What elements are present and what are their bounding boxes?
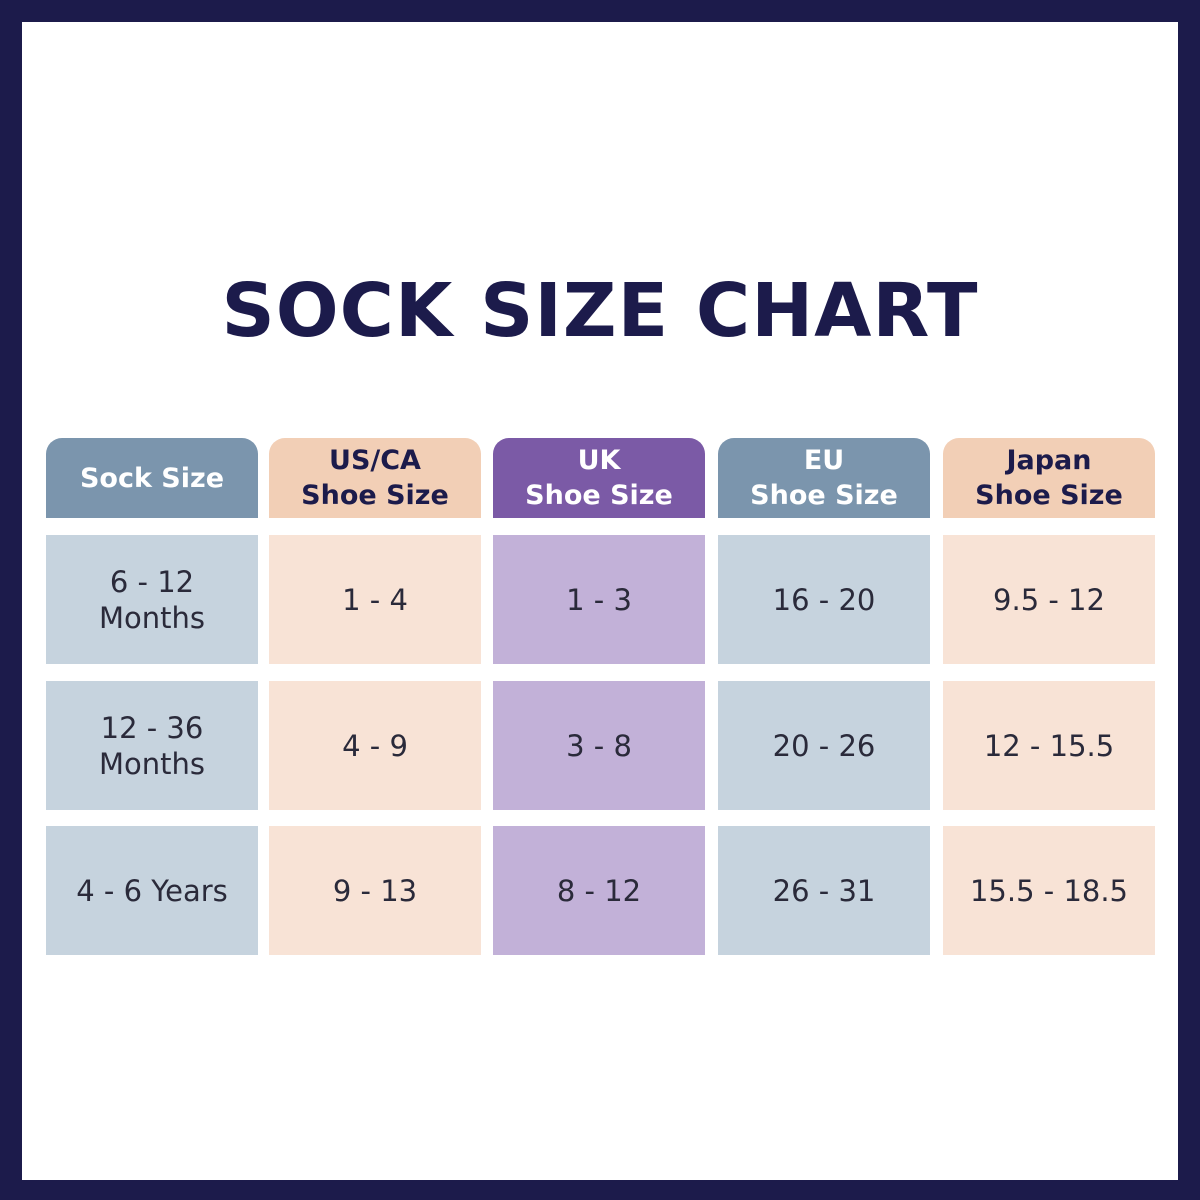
header-eu-shoe-size: EU Shoe Size [718,438,930,518]
cell-us-ca-shoe-size-row-1: 1 - 4 [269,535,481,664]
cell-uk-shoe-size-row-2: 3 - 8 [493,681,705,810]
chart-title: SOCK SIZE CHART [221,268,979,354]
cell-eu-shoe-size-row-1: 16 - 20 [718,535,930,664]
cell-us-ca-shoe-size-row-2: 4 - 9 [269,681,481,810]
cell-uk-shoe-size-row-1: 1 - 3 [493,535,705,664]
cell-sock-size-row-2: 12 - 36 Months [46,681,258,810]
header-uk-shoe-size: UK Shoe Size [493,438,705,518]
cell-japan-shoe-size-row-3: 15.5 - 18.5 [943,826,1155,955]
cell-sock-size-row-3: 4 - 6 Years [46,826,258,955]
cell-us-ca-shoe-size-row-3: 9 - 13 [269,826,481,955]
cell-japan-shoe-size-row-1: 9.5 - 12 [943,535,1155,664]
header-japan-shoe-size: Japan Shoe Size [943,438,1155,518]
cell-eu-shoe-size-row-3: 26 - 31 [718,826,930,955]
header-sock-size: Sock Size [46,438,258,518]
cell-japan-shoe-size-row-2: 12 - 15.5 [943,681,1155,810]
header-us-ca-shoe-size: US/CA Shoe Size [269,438,481,518]
cell-sock-size-row-1: 6 - 12 Months [46,535,258,664]
cell-eu-shoe-size-row-2: 20 - 26 [718,681,930,810]
cell-uk-shoe-size-row-3: 8 - 12 [493,826,705,955]
